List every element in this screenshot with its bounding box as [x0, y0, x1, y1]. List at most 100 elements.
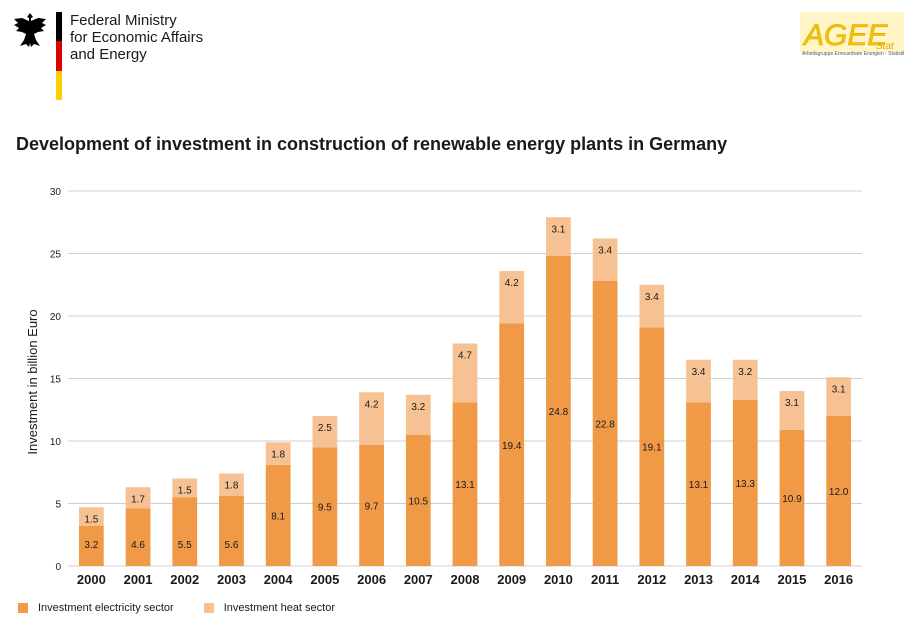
x-tick-label-2003: 2003 — [217, 572, 246, 587]
bar-electricity-2000 — [78, 526, 104, 566]
legend-item-heat: Investment heat sector — [203, 602, 335, 614]
x-tick-label-2007: 2007 — [404, 572, 433, 587]
data-label-heat-2006: 4.2 — [365, 399, 379, 410]
x-tick-label-2012: 2012 — [637, 572, 666, 587]
bar-electricity-2006 — [359, 444, 384, 566]
german-flag-bar — [56, 12, 62, 100]
bar-electricity-2007 — [405, 434, 431, 566]
data-label-heat-2004: 1.8 — [271, 449, 285, 460]
data-label-electricity-2013: 13.1 — [689, 480, 709, 491]
bar-electricity-2009 — [499, 323, 525, 566]
header: Federal Ministry for Economic Affairs an… — [0, 0, 909, 110]
legend-label-heat: Investment heat sector — [223, 602, 335, 614]
x-tick-label-2014: 2014 — [731, 572, 761, 587]
bar-heat-2005 — [312, 416, 338, 448]
x-tick-label-2001: 2001 — [124, 572, 153, 587]
bar-electricity-2001 — [125, 508, 151, 566]
bar-electricity-2013 — [686, 402, 711, 566]
chart-title: Development of investment in constructio… — [16, 134, 728, 154]
data-label-electricity-2003: 5.6 — [225, 540, 239, 551]
data-label-heat-2005: 2.5 — [318, 423, 332, 434]
data-label-electricity-2012: 19.1 — [642, 443, 662, 454]
legend: Investment electricity sector Investment… — [18, 602, 365, 614]
x-tick-label-2015: 2015 — [777, 572, 806, 587]
bar-heat-2007 — [405, 394, 431, 435]
bar-heat-2015 — [779, 391, 805, 430]
flag-red — [56, 41, 62, 71]
data-label-electricity-2009: 19.4 — [502, 441, 522, 452]
data-label-heat-2003: 1.8 — [225, 481, 239, 492]
data-label-heat-2014: 3.2 — [738, 367, 752, 378]
ministry-line-1: Federal Ministry — [70, 12, 177, 29]
x-tick-label-2008: 2008 — [451, 572, 480, 587]
label-layer: 3.2 1.5 2000 4.6 1.7 2001 5.5 1.5 2002 5.6 1.8 2003… — [77, 224, 853, 587]
data-label-heat-2000: 1.5 — [84, 514, 98, 525]
bar-electricity-2010 — [546, 256, 571, 566]
y-tick-label-20: 20 — [50, 312, 62, 323]
federal-eagle-icon — [14, 13, 46, 47]
x-tick-label-2009: 2009 — [497, 572, 526, 587]
flag-gold — [56, 70, 62, 100]
data-label-electricity-2004: 8.1 — [271, 511, 285, 522]
x-tick-label-2011: 2011 — [591, 572, 619, 587]
y-tick-label-25: 25 — [50, 250, 62, 261]
data-label-heat-2007: 3.2 — [411, 402, 425, 413]
legend-item-electricity: Investment electricity sector — [18, 602, 174, 614]
bar-chart: 0 5 10 15 20 25 30 3.2 1.5 2000 4.6 1.7 2001 5.5 1.5 2… — [25, 187, 862, 587]
bar-electricity-2012 — [639, 327, 665, 566]
data-label-electricity-2014: 13.3 — [736, 479, 756, 490]
bar-electricity-2003 — [219, 496, 244, 566]
bar-electricity-2005 — [312, 447, 338, 566]
bar-heat-2012 — [639, 284, 665, 328]
bar-heat-2008 — [452, 343, 478, 403]
bar-layer — [78, 217, 852, 566]
flag-black — [56, 12, 62, 42]
legend-swatch-electricity — [18, 603, 28, 613]
data-label-electricity-2008: 13.1 — [455, 480, 475, 491]
bar-electricity-2002 — [172, 497, 198, 566]
bar-heat-2016 — [826, 377, 852, 416]
bar-heat-2006 — [359, 392, 384, 445]
data-label-electricity-2006: 9.7 — [365, 501, 379, 512]
x-tick-label-2013: 2013 — [684, 572, 713, 587]
x-tick-label-2006: 2006 — [357, 572, 386, 587]
x-tick-label-2016: 2016 — [824, 572, 853, 587]
data-label-heat-2011: 3.4 — [598, 246, 612, 257]
bar-heat-2001 — [125, 487, 151, 509]
bar-heat-2002 — [172, 478, 198, 498]
bar-heat-2014 — [732, 359, 758, 400]
y-tick-label-0: 0 — [55, 562, 61, 573]
data-label-heat-2010: 3.1 — [551, 224, 565, 235]
y-tick-label-5: 5 — [55, 500, 61, 511]
y-tick-label-15: 15 — [50, 375, 62, 386]
data-label-heat-2015: 3.1 — [785, 398, 799, 409]
bar-electricity-2011 — [592, 281, 618, 566]
bar-electricity-2008 — [452, 402, 478, 566]
bar-electricity-2004 — [265, 464, 291, 566]
y-tick-label-10: 10 — [50, 437, 62, 448]
data-label-electricity-2002: 5.5 — [178, 540, 192, 551]
data-label-electricity-2016: 12.0 — [829, 487, 849, 498]
bar-heat-2000 — [78, 507, 104, 526]
bar-heat-2011 — [592, 238, 618, 281]
agee-stat-logo: AGEE Stat — [800, 12, 904, 52]
data-label-heat-2013: 3.4 — [692, 367, 706, 378]
data-label-heat-2016: 3.1 — [832, 384, 846, 395]
ministry-line-3: and Energy — [70, 46, 147, 63]
bar-electricity-2014 — [732, 399, 758, 566]
x-tick-label-2010: 2010 — [544, 572, 573, 587]
bar-heat-2004 — [265, 442, 291, 465]
data-label-heat-2009: 4.2 — [505, 278, 519, 289]
x-tick-label-2002: 2002 — [170, 572, 199, 587]
data-label-heat-2008: 4.7 — [458, 351, 472, 362]
agee-caption: Arbeitsgruppe Erneuerbare Energien - Sta… — [802, 51, 904, 57]
legend-label-electricity: Investment electricity sector — [38, 602, 174, 614]
agee-logo-sub: Stat — [876, 41, 895, 52]
data-label-heat-2002: 1.5 — [178, 486, 192, 497]
data-label-electricity-2005: 9.5 — [318, 503, 332, 514]
ministry-line-2: for Economic Affairs — [70, 29, 204, 46]
data-label-heat-2012: 3.4 — [645, 292, 659, 303]
legend-swatch-heat — [203, 603, 214, 613]
ministry-name: Federal Ministry for Economic Affairs an… — [70, 12, 203, 63]
data-label-heat-2001: 1.7 — [131, 494, 145, 505]
